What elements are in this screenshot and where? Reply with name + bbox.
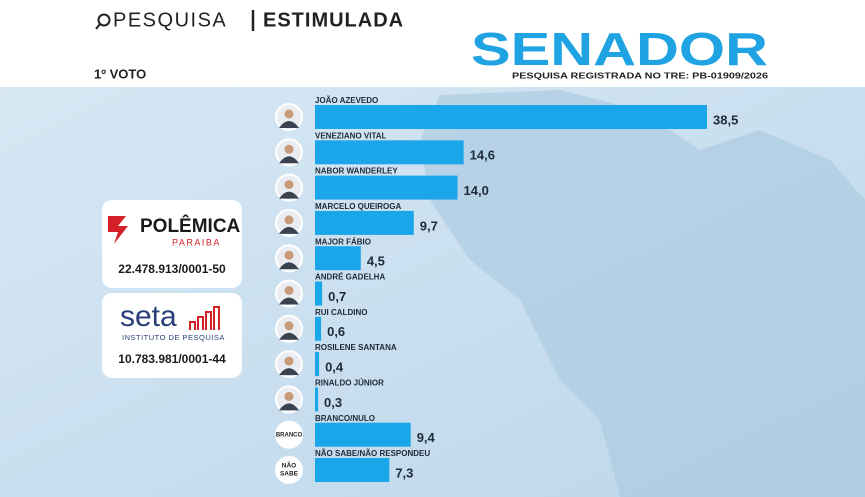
bar [315, 175, 458, 200]
bar [315, 387, 319, 412]
avatar-head [284, 356, 294, 366]
bar [315, 352, 320, 377]
header-left: PESQUISA [113, 9, 227, 31]
round: 1º VOTO [94, 66, 146, 81]
avatar [275, 456, 303, 484]
search-icon [95, 23, 101, 30]
avatar-body [279, 226, 299, 234]
avatar-head [284, 109, 294, 119]
value-label: 7,3 [395, 465, 413, 480]
candidate-name: JOÃO AZEVEDO [315, 96, 378, 105]
bar [315, 105, 707, 129]
value-label: 9,4 [417, 430, 436, 445]
avatar-head [284, 180, 294, 190]
avatar-head [284, 286, 294, 295]
avatar-label: BRANCO [276, 432, 303, 438]
bar [315, 422, 411, 447]
candidate-name: RINALDO JÚNIOR [315, 379, 384, 388]
avatar-head [284, 391, 294, 401]
candidate-name: ANDRÉ GADELHA [315, 273, 385, 282]
candidate-name: RUI CALDINO [315, 308, 367, 317]
bar [315, 281, 323, 306]
value-label: 0,3 [324, 395, 342, 410]
header-right: ESTIMULADA [263, 9, 404, 31]
map-shape [420, 90, 865, 497]
polemica-cnpj: 22.478.913/0001-50 [118, 262, 226, 276]
value-label: 9,7 [420, 218, 438, 233]
value-label: 14,0 [464, 183, 489, 198]
bar [315, 140, 464, 165]
logo-card [102, 200, 242, 288]
candidate-name: MAJOR FÁBIO [315, 237, 371, 246]
avatar [275, 420, 303, 449]
office-title: SENADOR [471, 23, 768, 75]
polemica-name: POLÊMICA [140, 215, 241, 237]
avatar-body [279, 368, 299, 376]
avatar-label: SABE [280, 471, 299, 478]
value-label: 0,4 [325, 360, 344, 375]
avatar-body [279, 403, 299, 411]
avatar-body [279, 121, 299, 128]
bar [315, 316, 322, 341]
avatar-head [284, 144, 294, 154]
seta-name: seta [120, 300, 177, 333]
avatar-head [284, 250, 294, 260]
avatar-body [279, 156, 299, 164]
polemica-region: PARAIBA [172, 237, 221, 247]
value-label: 0,7 [328, 289, 346, 304]
seta-tagline: INSTITUTO DE PESQUISA [122, 333, 225, 342]
candidate-name: ROSILENE SANTANA [315, 343, 397, 352]
avatar-head [284, 215, 294, 225]
avatar-body [279, 297, 299, 305]
bar [315, 210, 414, 235]
avatar-body [279, 191, 299, 199]
bar [315, 458, 390, 482]
avatar-body [279, 262, 299, 270]
candidate-name: BRANCO/NULO [315, 414, 375, 423]
avatar-body [279, 332, 299, 340]
value-label: 4,5 [367, 254, 385, 269]
value-label: 0,6 [327, 324, 345, 339]
avatar-label: NÃO [282, 461, 296, 470]
candidate-name: NABOR WANDERLEY [315, 167, 398, 176]
polemica-icon [108, 216, 128, 244]
seta-icon [189, 306, 220, 330]
value-label: 14,6 [470, 148, 495, 163]
value-label: 38,5 [713, 112, 738, 127]
candidate-name: NÃO SABE/NÃO RESPONDEU [315, 449, 430, 458]
registration: PESQUISA REGISTRADA NO TRE: PB-01909/202… [512, 70, 768, 80]
bar [315, 246, 361, 271]
candidate-name: VENEZIANO VITAL [315, 131, 387, 140]
seta-cnpj: 10.783.981/0001-44 [118, 352, 226, 366]
header-bg [0, 0, 865, 87]
search-icon [97, 13, 111, 27]
avatar-head [284, 321, 294, 331]
candidate-name: MARCELO QUEIROGA [315, 202, 401, 211]
